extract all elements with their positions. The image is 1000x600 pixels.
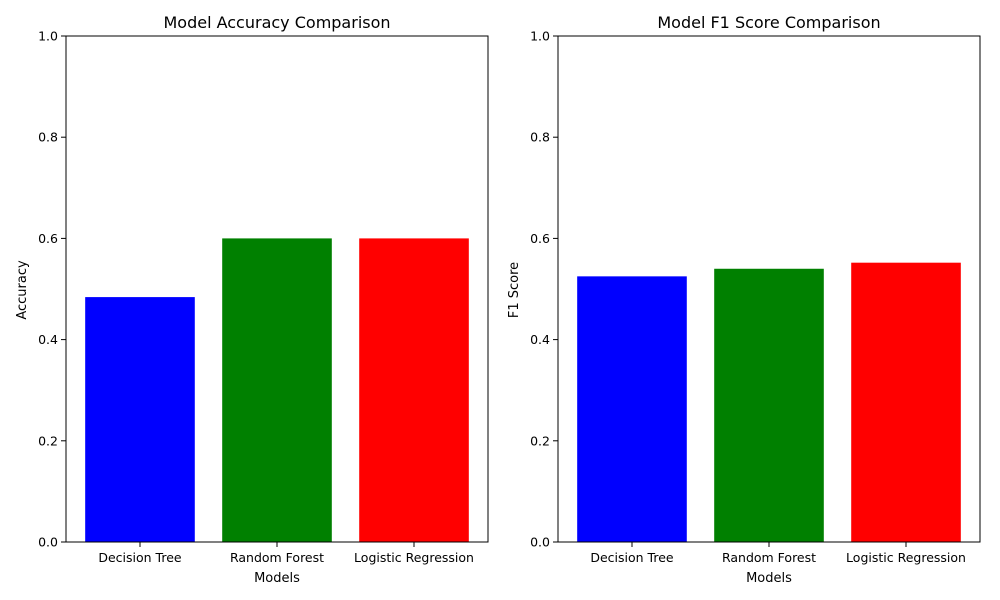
y-tick-label: 0.6 (38, 231, 58, 246)
y-tick-label: 0.6 (530, 231, 550, 246)
x-axis-label: Models (254, 571, 300, 586)
chart-accuracy: Model Accuracy Comparison Models Accurac… (15, 13, 489, 586)
chart-f1-score: Model F1 Score Comparison Models F1 Scor… (507, 13, 981, 586)
x-tick-label: Decision Tree (590, 550, 674, 565)
x-tick-label: Logistic Regression (846, 550, 966, 565)
y-tick-label: 1.0 (38, 29, 58, 44)
y-tick-label: 0.2 (38, 433, 58, 448)
y-tick-label: 0.8 (530, 130, 550, 145)
bar-logistic-regression (851, 262, 961, 542)
y-tick-label: 0.0 (38, 535, 58, 550)
bar-decision-tree (85, 297, 195, 542)
x-tick-label: Decision Tree (98, 550, 182, 565)
bar-random-forest (222, 238, 332, 542)
y-tick-label: 1.0 (530, 29, 550, 44)
chart-title: Model Accuracy Comparison (163, 13, 390, 32)
y-axis-label: F1 Score (507, 262, 522, 318)
y-tick-label: 0.2 (530, 433, 550, 448)
y-axis-label: Accuracy (15, 260, 30, 320)
x-axis-label: Models (746, 571, 792, 586)
y-tick-label: 0.8 (38, 130, 58, 145)
y-tick-label: 0.4 (530, 332, 550, 347)
chart-title: Model F1 Score Comparison (657, 13, 880, 32)
x-tick-label: Random Forest (230, 550, 324, 565)
x-tick-label: Random Forest (722, 550, 816, 565)
plot-area-accuracy: 0.0 0.2 0.4 0.6 0.8 1.0 Decision Tree Random Fo… (38, 29, 489, 565)
y-tick-label: 0.0 (530, 535, 550, 550)
bar-decision-tree (577, 276, 687, 542)
bar-logistic-regression (359, 238, 469, 542)
plot-area-f1-score: 0.0 0.2 0.4 0.6 0.8 1.0 Decision Tree Random Fo… (530, 29, 981, 565)
y-tick-label: 0.4 (38, 332, 58, 347)
bar-random-forest (714, 268, 824, 542)
x-tick-label: Logistic Regression (354, 550, 474, 565)
